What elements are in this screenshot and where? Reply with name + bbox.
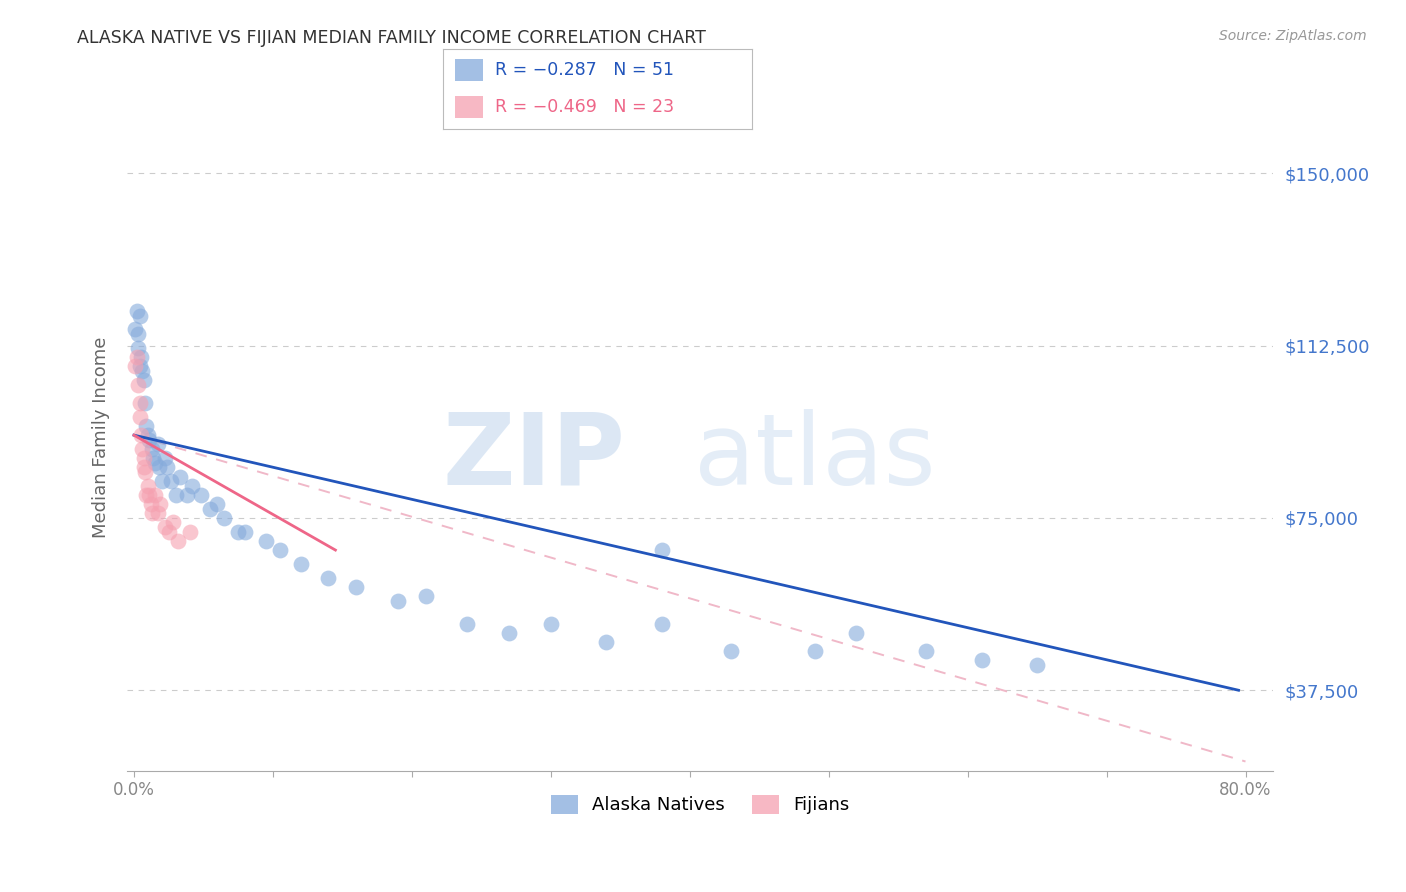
Point <box>128 396 150 410</box>
Point <box>200 501 222 516</box>
Point <box>181 479 204 493</box>
Point <box>131 442 153 456</box>
Point <box>124 359 146 374</box>
Point <box>179 524 201 539</box>
Point <box>165 488 187 502</box>
Point <box>1026 657 1049 672</box>
Point <box>132 373 155 387</box>
Point <box>214 511 236 525</box>
Point <box>127 377 149 392</box>
Y-axis label: Median Family Income: Median Family Income <box>93 337 110 538</box>
Point <box>160 474 183 488</box>
Point <box>651 616 673 631</box>
Point <box>131 364 153 378</box>
Point <box>190 488 212 502</box>
Point <box>149 497 172 511</box>
Point <box>146 506 169 520</box>
Point <box>138 488 160 502</box>
Point <box>138 433 160 447</box>
Point <box>456 616 478 631</box>
Point <box>540 616 562 631</box>
Point <box>845 625 868 640</box>
Text: ZIP: ZIP <box>443 409 626 506</box>
Point <box>167 533 190 548</box>
Point <box>498 625 520 640</box>
Point <box>157 524 180 539</box>
Text: R = −0.469   N = 23: R = −0.469 N = 23 <box>495 98 675 116</box>
Point <box>269 543 291 558</box>
Bar <box>456 59 484 81</box>
Point <box>136 428 159 442</box>
Point <box>318 571 340 585</box>
Point <box>124 322 146 336</box>
Point <box>254 533 277 548</box>
Point <box>127 341 149 355</box>
Point <box>132 451 155 466</box>
Point <box>153 520 176 534</box>
Point <box>139 497 162 511</box>
Point <box>207 497 229 511</box>
Point <box>162 516 184 530</box>
Point <box>415 589 437 603</box>
Legend: Alaska Natives, Fijians: Alaska Natives, Fijians <box>543 788 856 822</box>
Point <box>143 456 166 470</box>
Point <box>915 644 938 658</box>
Point <box>169 469 191 483</box>
Point <box>142 451 165 466</box>
Point <box>141 442 163 456</box>
Point <box>128 359 150 374</box>
Point <box>127 326 149 341</box>
Point <box>176 488 198 502</box>
Point <box>720 644 742 658</box>
Point <box>134 396 156 410</box>
Point <box>146 437 169 451</box>
Point <box>125 350 148 364</box>
Point <box>128 309 150 323</box>
Text: Source: ZipAtlas.com: Source: ZipAtlas.com <box>1219 29 1367 43</box>
Point <box>344 580 367 594</box>
Point <box>129 350 152 364</box>
Point <box>804 644 827 658</box>
Point <box>132 460 155 475</box>
Point <box>135 419 157 434</box>
Text: atlas: atlas <box>695 409 935 506</box>
Point <box>128 409 150 424</box>
Point <box>136 479 159 493</box>
Point <box>150 474 173 488</box>
Text: R = −0.287   N = 51: R = −0.287 N = 51 <box>495 62 675 79</box>
Point <box>143 488 166 502</box>
Point <box>134 465 156 479</box>
Bar <box>456 95 484 118</box>
Point <box>233 524 256 539</box>
Point <box>135 488 157 502</box>
Point <box>156 460 179 475</box>
Point <box>129 428 152 442</box>
Point <box>290 557 312 571</box>
Point <box>651 543 673 558</box>
Point <box>387 593 409 607</box>
Point <box>125 304 148 318</box>
Point <box>226 524 249 539</box>
Point <box>595 635 617 649</box>
Point <box>141 506 163 520</box>
Point <box>148 460 170 475</box>
Text: ALASKA NATIVE VS FIJIAN MEDIAN FAMILY INCOME CORRELATION CHART: ALASKA NATIVE VS FIJIAN MEDIAN FAMILY IN… <box>77 29 706 46</box>
Point <box>153 451 176 466</box>
Point <box>970 653 993 667</box>
